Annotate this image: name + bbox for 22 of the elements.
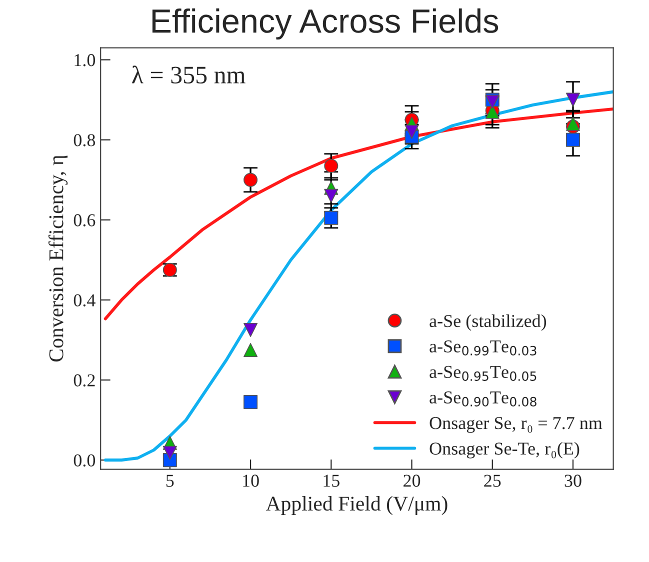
x-tick-label: 15 <box>324 474 340 487</box>
legend-label: a-Se$_{0.95}$Te$_{0.05}$ <box>430 366 536 381</box>
x-tick-label: 10 <box>243 474 259 487</box>
y-tick-label: 1.0 <box>74 54 96 66</box>
legend-label: a-Se (stabilized) <box>430 314 546 331</box>
x-tick-label: 25 <box>484 474 501 487</box>
x-tick-label: 5 <box>166 474 174 487</box>
legend-label: a-Se$_{0.99}$Te$_{0.03}$ <box>430 340 536 356</box>
y-tick-label: 0.0 <box>74 454 96 467</box>
y-tick-label: 0.2 <box>74 374 95 387</box>
y-tick-label: 0.4 <box>74 294 96 306</box>
legend-label: Onsager Se-Te, r₀(E) <box>430 442 580 458</box>
y-axis-title: Conversion Efficiency, η <box>48 156 68 362</box>
x-tick-label: 30 <box>564 474 582 487</box>
legend-label: a-Se$_{0.90}$Te$_{0.08}$ <box>430 391 536 406</box>
x-tick-label: 20 <box>404 474 420 487</box>
chart-title: Efficiency Across Fields <box>152 8 498 40</box>
y-tick-label: 0.6 <box>74 214 96 226</box>
legend-label: Onsager Se, r₀ = 7.7 nm <box>430 417 602 433</box>
x-axis-title: Applied Field (V/μm) <box>266 496 448 515</box>
annotation: λ = 355 nm <box>132 66 246 84</box>
y-tick-label: 0.8 <box>74 134 96 146</box>
